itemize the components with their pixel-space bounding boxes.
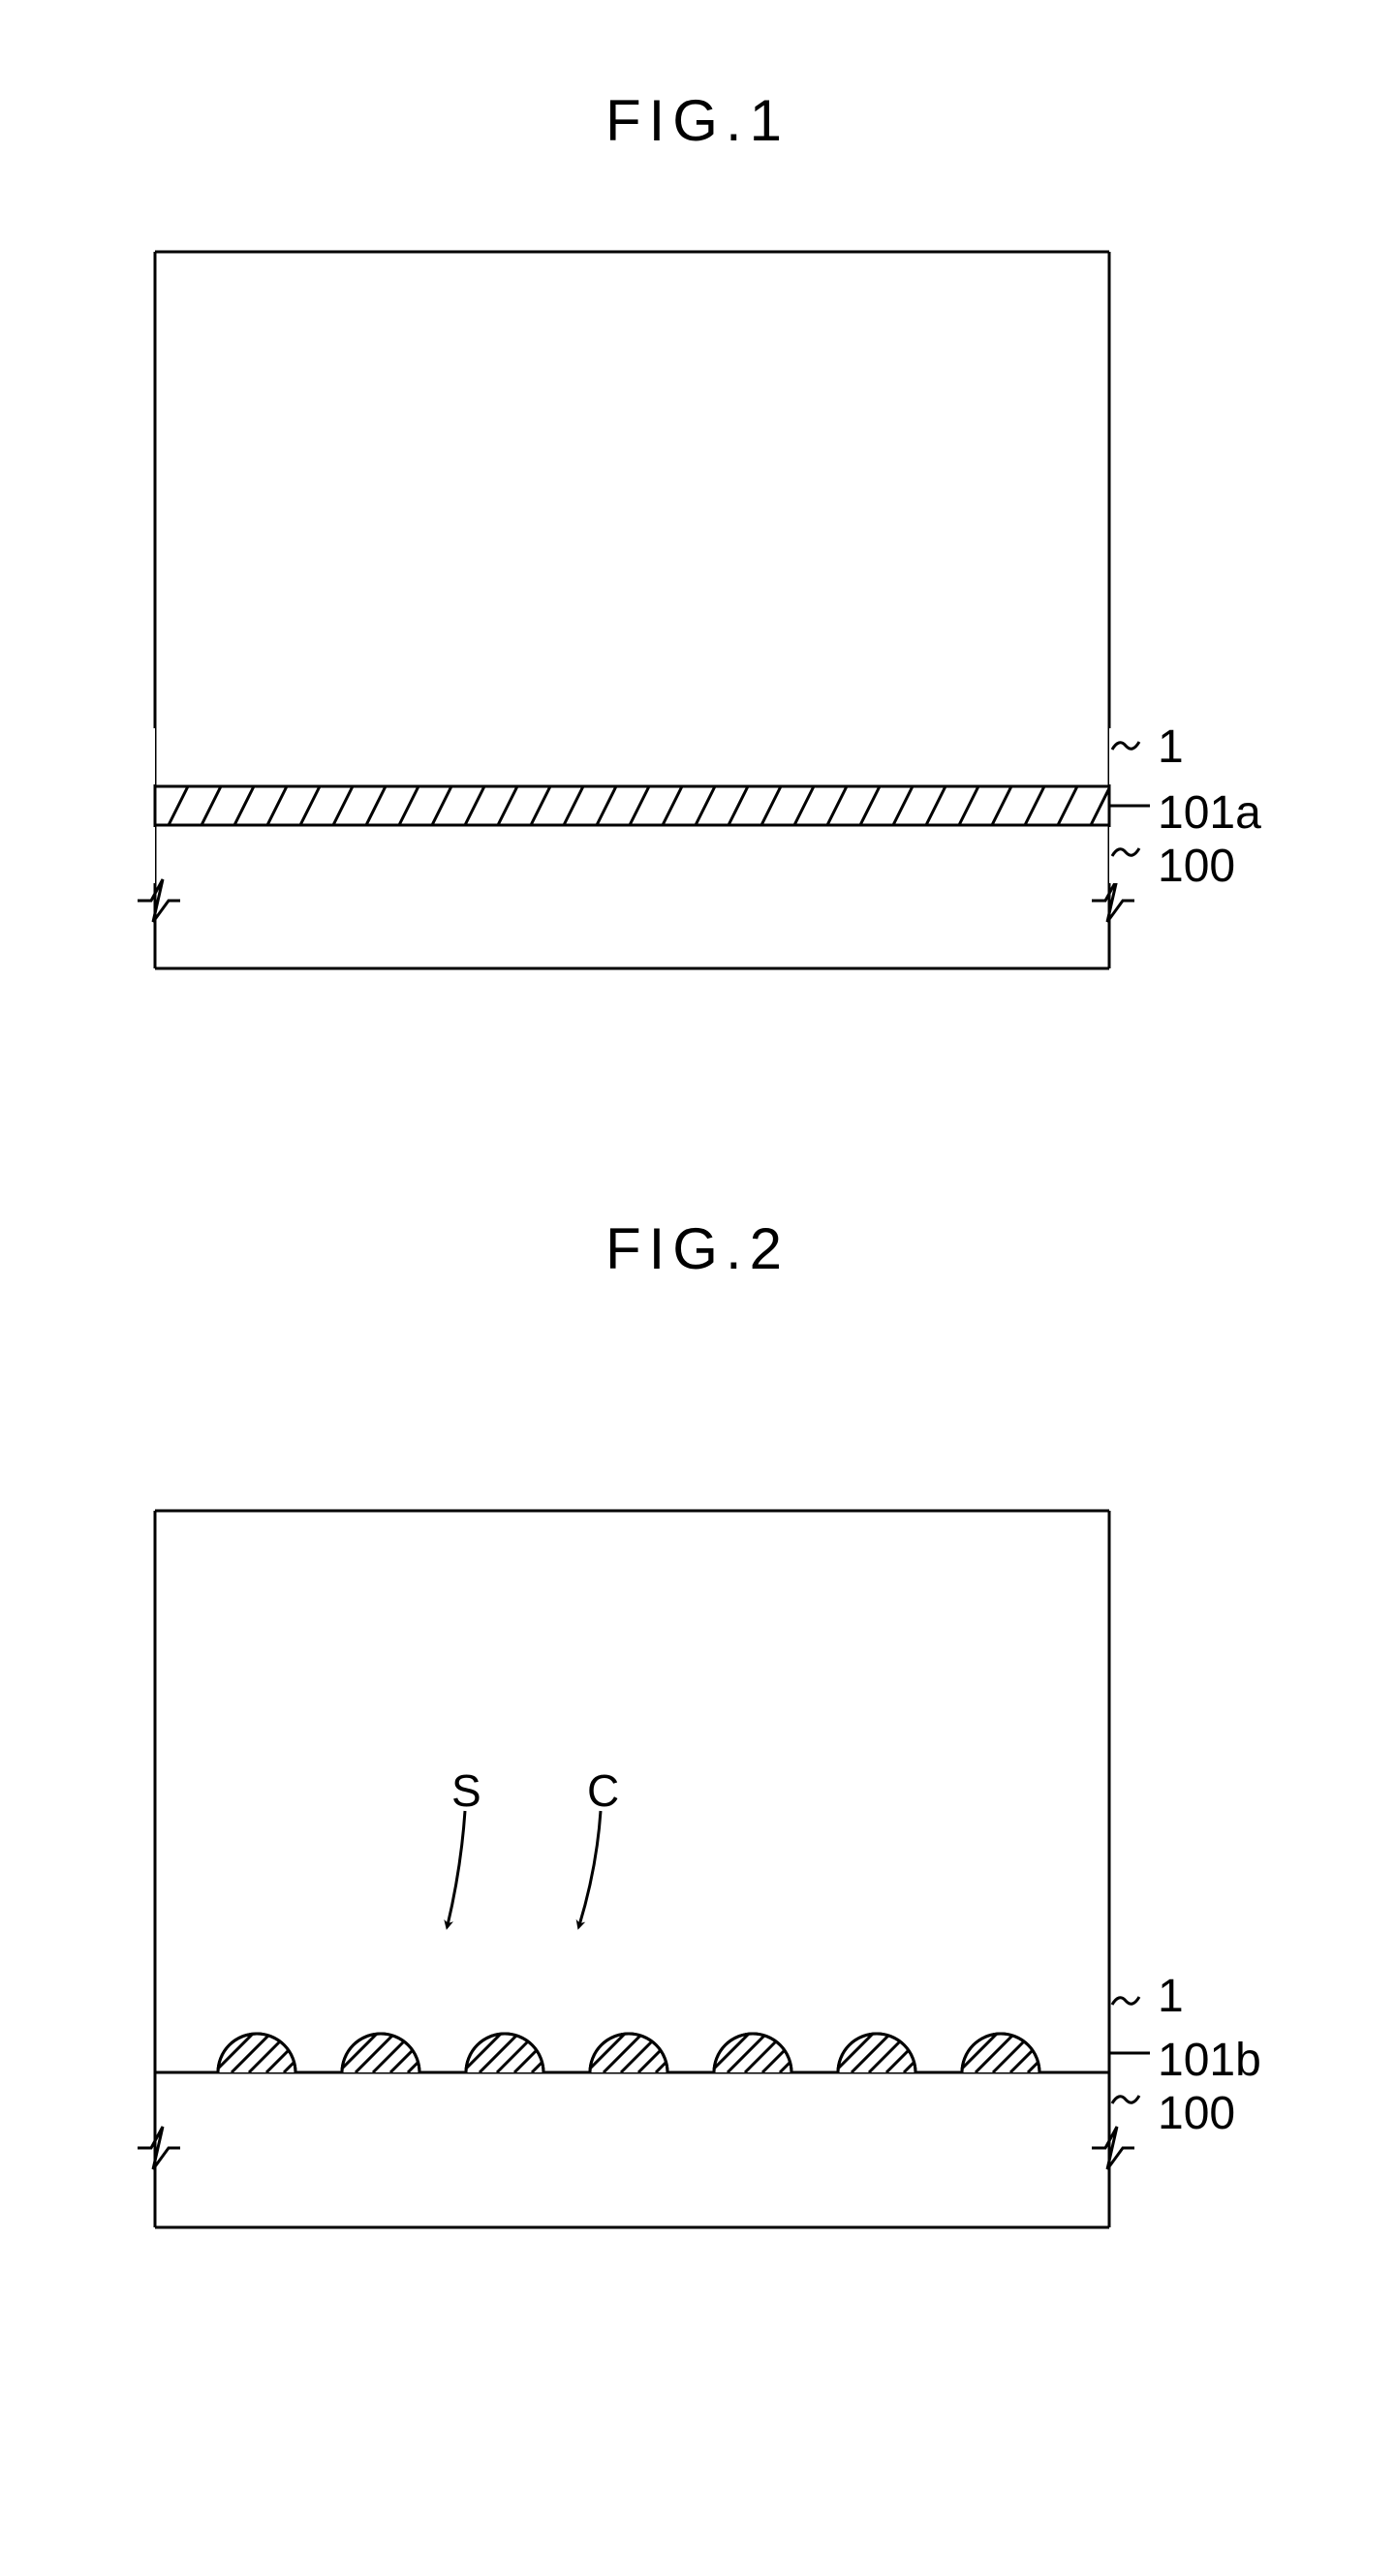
fig2-group [138,1511,1150,2227]
figure-svg [0,0,1395,2576]
fig1-group [116,252,1150,968]
